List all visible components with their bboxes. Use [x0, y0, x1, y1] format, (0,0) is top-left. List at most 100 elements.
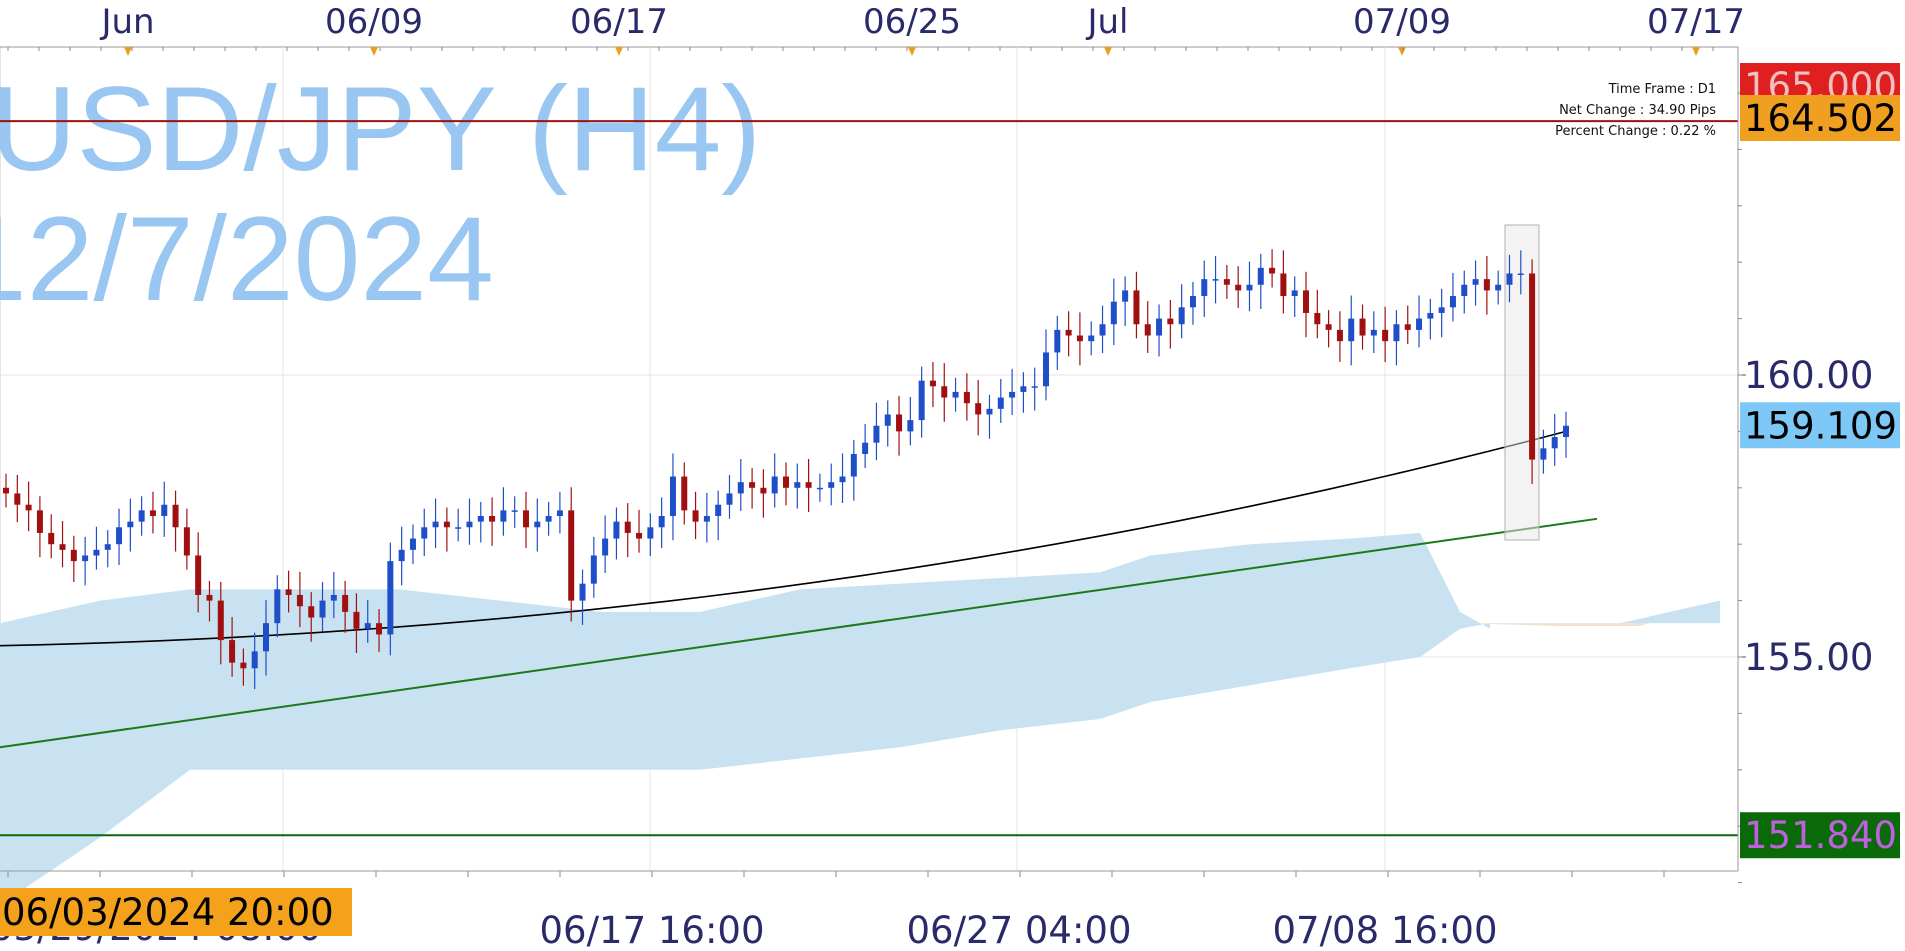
price-label-text-1: 164.502 [1744, 97, 1897, 140]
candle-body [409, 538, 416, 550]
candle-body [1506, 273, 1513, 285]
candle-body [263, 623, 269, 652]
candle-body [36, 510, 43, 533]
top-tick-label-1: 06/09 [325, 2, 423, 42]
candle-body [25, 504, 32, 511]
candle-body [421, 527, 428, 539]
candle-body [14, 493, 21, 505]
candle-body [1359, 318, 1366, 336]
candle-body [975, 403, 982, 415]
candle-body [161, 504, 168, 516]
candle-body [1314, 312, 1321, 325]
candle-body [760, 487, 767, 494]
candle-body [319, 600, 326, 618]
candle-body [1348, 318, 1355, 342]
candle-body [1043, 352, 1049, 387]
candle-body [523, 510, 529, 528]
candles [3, 249, 1569, 690]
top-tick-mark-5 [1398, 47, 1406, 56]
candle-body [1122, 290, 1129, 302]
top-tick-label-0: Jun [99, 2, 154, 42]
candle-body [1212, 279, 1219, 281]
top-tick-label-5: 07/09 [1353, 2, 1451, 42]
candle-body [1009, 391, 1016, 398]
info-net-change: Net Change : 34.90 Pips [1559, 103, 1716, 118]
top-tick-mark-4 [1104, 47, 1112, 56]
candle-body [1257, 267, 1264, 285]
time-tick-label-2: 07/08 16:00 [1272, 909, 1497, 951]
candle-body [737, 482, 744, 494]
top-tick-label-2: 06/17 [570, 2, 668, 42]
candle-body [432, 521, 439, 528]
candle-body [636, 532, 643, 539]
candle-body [1269, 267, 1276, 274]
candle-body [1065, 329, 1072, 336]
candle-body [1563, 425, 1569, 438]
candle-body [1416, 318, 1423, 330]
candle-body [1235, 284, 1242, 291]
candle-body [477, 516, 484, 522]
candle-body [308, 606, 315, 618]
ichimoku-cloud [0, 532, 1490, 906]
candle-body [82, 555, 89, 562]
candle-body [443, 521, 450, 528]
candle-body [342, 594, 349, 612]
candle-body [703, 516, 710, 522]
candle-body [1325, 324, 1332, 330]
candle-body [229, 640, 236, 663]
candle-body [907, 420, 914, 432]
top-tick-label-4: Jul [1085, 2, 1128, 42]
candle-body [1167, 318, 1174, 325]
candle-body [692, 510, 699, 522]
candle-body [353, 611, 360, 629]
candle-body [1393, 324, 1400, 342]
candle-body [1427, 312, 1434, 319]
info-percent-change: Percent Change : 0.22 % [1555, 124, 1716, 139]
candle-body [274, 589, 281, 624]
candle-body [511, 510, 518, 512]
candle-body [568, 510, 575, 601]
price-label-text-3: 151.840 [1744, 814, 1897, 857]
candle-body [1020, 386, 1027, 392]
candle-body [1461, 284, 1468, 297]
moving-average-line [0, 430, 1567, 647]
candle-body [1223, 279, 1230, 285]
candle-body [1551, 437, 1558, 449]
price-tick-label-0: 155.00 [1744, 636, 1873, 679]
candle-body [104, 544, 111, 550]
top-axis: Jun 06/09 06/17 06/25 Jul 07/09 07/17 [7, 2, 1745, 56]
cursor-time-label: 06/03/2024 20:00 [2, 891, 334, 934]
top-tick-mark-3 [908, 47, 916, 56]
price-label-box-2 [1740, 402, 1900, 449]
candle-body [500, 510, 507, 522]
candle-body [1099, 324, 1106, 336]
candle-body [206, 594, 213, 601]
candle-body [816, 487, 823, 490]
price-label-3: 151.840 [1740, 812, 1900, 859]
watermark-title: USD/JPY (H4) [0, 62, 761, 196]
candle-body [986, 408, 993, 415]
candle-body [726, 493, 733, 505]
candle-body [862, 442, 869, 454]
top-tick-mark-2 [615, 47, 623, 56]
candle-body [1529, 273, 1536, 460]
candle-body [850, 453, 857, 477]
candle-body [749, 482, 756, 488]
price-label-text-2: 159.109 [1744, 404, 1897, 447]
candle-body [1088, 335, 1095, 342]
candle-body [1438, 307, 1445, 313]
candle-body [466, 521, 473, 528]
time-tick-label-1: 06/27 04:00 [906, 909, 1131, 951]
info-timeframe: Time Frame : D1 [1608, 82, 1716, 97]
candle-body [93, 549, 100, 556]
candle-body [1156, 318, 1163, 336]
price-label-box-3 [1740, 812, 1900, 859]
candle-body [873, 425, 880, 443]
candle-body [1540, 448, 1547, 460]
candle-body [1280, 273, 1287, 297]
candle-body [952, 391, 959, 398]
candle-body [1189, 296, 1196, 308]
candle-body [771, 476, 778, 494]
